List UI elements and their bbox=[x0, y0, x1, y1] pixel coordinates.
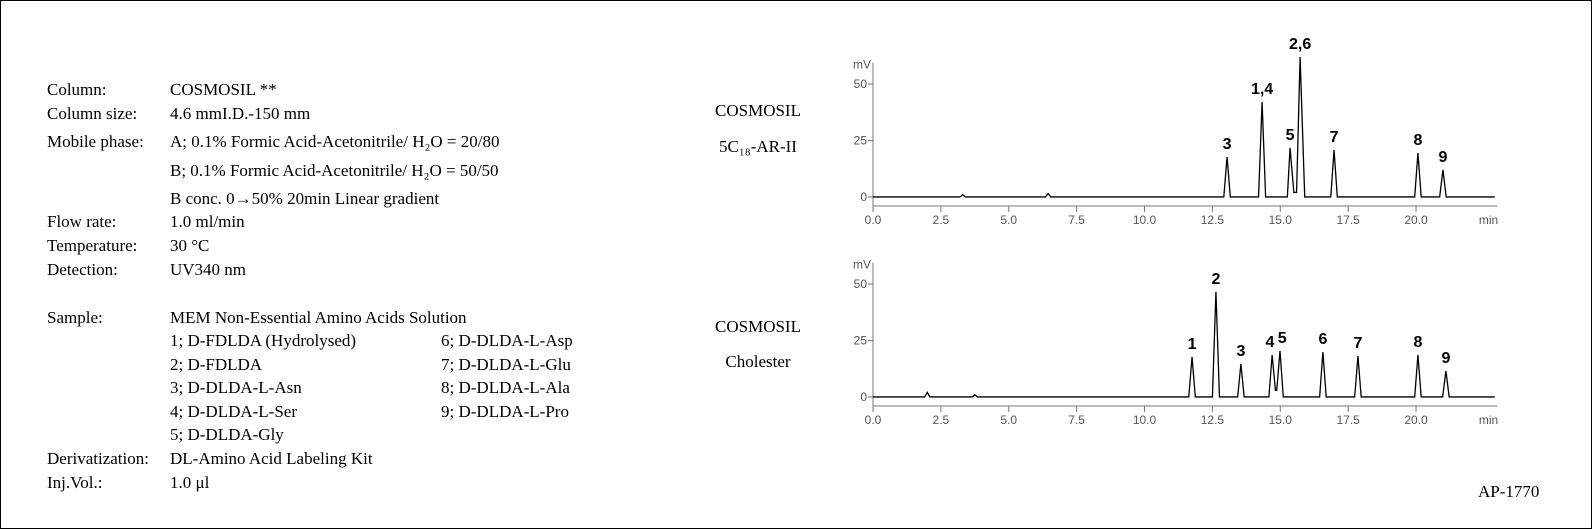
peak-label: 4 bbox=[1266, 334, 1275, 351]
footer-code: AP-1770 bbox=[1478, 482, 1540, 501]
condition-label: Derivatization: bbox=[47, 449, 149, 468]
peak-label: 2,6 bbox=[1289, 36, 1311, 53]
x-tick-label: 17.5 bbox=[1336, 413, 1360, 427]
condition-value: COSMOSIL ** bbox=[170, 80, 277, 99]
peak-label: 5 bbox=[1278, 330, 1287, 347]
x-tick-label: 15.0 bbox=[1269, 213, 1293, 227]
sample-item: 4; D-DLDA-L-Ser bbox=[170, 401, 297, 421]
peak-label: 6 bbox=[1318, 331, 1327, 348]
x-axis-label: min bbox=[1479, 413, 1498, 427]
condition-value: UV340 nm bbox=[170, 260, 247, 279]
x-tick-label: 5.0 bbox=[1000, 413, 1017, 427]
condition-value: 1.0 ml/min bbox=[170, 212, 245, 231]
condition-value: B conc. 0→50% 20min Linear gradient bbox=[170, 189, 440, 208]
y-tick-label: 25 bbox=[854, 333, 868, 347]
column-label: Cholester bbox=[725, 352, 790, 371]
x-tick-label: 0.0 bbox=[865, 413, 882, 427]
condition-label: Inj.Vol.: bbox=[47, 473, 103, 492]
peak-label: 8 bbox=[1413, 334, 1422, 351]
peak-label: 5 bbox=[1286, 127, 1295, 144]
condition-label: Column size: bbox=[47, 104, 138, 123]
peak-label: 1 bbox=[1188, 336, 1197, 353]
y-tick-label: 25 bbox=[854, 133, 868, 147]
peak-label: 9 bbox=[1438, 149, 1447, 166]
x-tick-label: 20.0 bbox=[1404, 213, 1428, 227]
x-tick-label: 20.0 bbox=[1404, 413, 1428, 427]
condition-value: A; 0.1% Formic Acid-Acetonitrile/ H₂O = … bbox=[170, 132, 500, 151]
condition-value: B; 0.1% Formic Acid-Acetonitrile/ H₂O = … bbox=[170, 161, 499, 180]
x-tick-label: 10.0 bbox=[1133, 213, 1157, 227]
trace bbox=[873, 56, 1495, 198]
x-tick-label: 12.5 bbox=[1201, 213, 1225, 227]
peak-label: 9 bbox=[1441, 350, 1450, 367]
sample-item: 2; D-FDLDA bbox=[170, 354, 263, 374]
y-axis-label: mV bbox=[853, 258, 871, 272]
y-tick-label: 50 bbox=[854, 77, 868, 91]
condition-label: Mobile phase: bbox=[47, 132, 144, 151]
peak-label: 8 bbox=[1413, 132, 1422, 149]
x-tick-label: 2.5 bbox=[933, 413, 950, 427]
sample-item: 7; D-DLDA-L-Glu bbox=[441, 354, 571, 374]
peak-label: 7 bbox=[1330, 129, 1339, 146]
y-tick-label: 50 bbox=[854, 277, 868, 291]
x-tick-label: 7.5 bbox=[1068, 413, 1085, 427]
peak-label: 2 bbox=[1211, 271, 1220, 288]
sample-item: 6; D-DLDA-L-Asp bbox=[441, 331, 573, 350]
column-label: COSMOSIL bbox=[715, 317, 801, 336]
condition-value: DL-Amino Acid Labeling Kit bbox=[170, 449, 373, 468]
x-tick-label: 5.0 bbox=[1000, 213, 1017, 227]
x-tick-label: 0.0 bbox=[865, 213, 882, 227]
y-tick-label: 0 bbox=[860, 390, 867, 404]
peak-label: 3 bbox=[1223, 136, 1232, 153]
condition-label: Detection: bbox=[47, 260, 118, 279]
x-tick-label: 7.5 bbox=[1068, 213, 1085, 227]
x-tick-label: 10.0 bbox=[1133, 413, 1157, 427]
condition-label: Column: bbox=[47, 80, 107, 99]
sample-item: 1; D-FDLDA (Hydrolysed) bbox=[170, 331, 357, 350]
condition-label: Flow rate: bbox=[47, 212, 117, 231]
y-axis-label: mV bbox=[853, 58, 871, 72]
peak-label: 7 bbox=[1353, 335, 1362, 352]
condition-value: 4.6 mmI.D.-150 mm bbox=[170, 104, 311, 123]
condition-value: 1.0 μl bbox=[170, 473, 210, 492]
x-tick-label: 15.0 bbox=[1269, 413, 1293, 427]
peak-label: 1,4 bbox=[1251, 81, 1273, 98]
column-label: 5C₁₈-AR-II bbox=[719, 137, 797, 156]
sample-item: 9; D-DLDA-L-Pro bbox=[441, 401, 569, 421]
sample-value: MEM Non-Essential Amino Acids Solution bbox=[170, 308, 467, 327]
sample-item: 8; D-DLDA-L-Ala bbox=[441, 378, 570, 397]
peak-label: 3 bbox=[1236, 343, 1245, 360]
sample-label: Sample: bbox=[47, 308, 103, 327]
x-tick-label: 17.5 bbox=[1336, 213, 1360, 227]
sample-item: 5; D-DLDA-Gly bbox=[170, 425, 284, 444]
column-label: COSMOSIL bbox=[715, 101, 801, 120]
x-tick-label: 2.5 bbox=[933, 213, 950, 227]
x-axis-label: min bbox=[1479, 213, 1498, 227]
sample-item: 3; D-DLDA-L-Asn bbox=[170, 378, 302, 397]
condition-value: 30 °C bbox=[170, 236, 210, 255]
condition-label: Temperature: bbox=[47, 236, 138, 255]
x-tick-label: 12.5 bbox=[1201, 413, 1225, 427]
y-tick-label: 0 bbox=[860, 190, 867, 204]
trace bbox=[873, 291, 1495, 398]
